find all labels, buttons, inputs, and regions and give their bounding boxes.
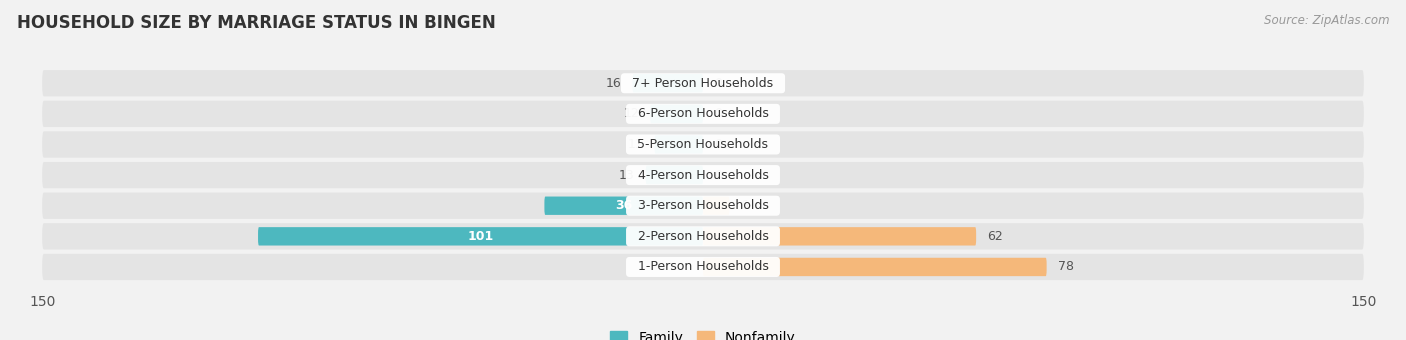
Text: 101: 101 bbox=[467, 230, 494, 243]
Text: 36: 36 bbox=[614, 199, 633, 212]
Text: 3-Person Households: 3-Person Households bbox=[630, 199, 776, 212]
Text: 1-Person Households: 1-Person Households bbox=[630, 260, 776, 273]
Text: 0: 0 bbox=[714, 169, 723, 182]
Text: 16: 16 bbox=[606, 77, 621, 90]
FancyBboxPatch shape bbox=[650, 105, 703, 123]
Text: 11: 11 bbox=[627, 138, 644, 151]
Text: 62: 62 bbox=[987, 230, 1002, 243]
FancyBboxPatch shape bbox=[42, 223, 1364, 250]
FancyBboxPatch shape bbox=[42, 70, 1364, 97]
Text: 78: 78 bbox=[1057, 260, 1074, 273]
Text: 0: 0 bbox=[714, 138, 723, 151]
Text: 0: 0 bbox=[714, 77, 723, 90]
Text: 5-Person Households: 5-Person Households bbox=[630, 138, 776, 151]
Text: 7+ Person Households: 7+ Person Households bbox=[624, 77, 782, 90]
FancyBboxPatch shape bbox=[42, 162, 1364, 188]
Text: 0: 0 bbox=[714, 107, 723, 120]
Text: 2-Person Households: 2-Person Households bbox=[630, 230, 776, 243]
FancyBboxPatch shape bbox=[655, 135, 703, 154]
FancyBboxPatch shape bbox=[42, 131, 1364, 158]
FancyBboxPatch shape bbox=[703, 227, 976, 245]
FancyBboxPatch shape bbox=[259, 227, 703, 245]
Text: HOUSEHOLD SIZE BY MARRIAGE STATUS IN BINGEN: HOUSEHOLD SIZE BY MARRIAGE STATUS IN BIN… bbox=[17, 14, 496, 32]
Text: 6: 6 bbox=[741, 199, 748, 212]
FancyBboxPatch shape bbox=[703, 197, 730, 215]
FancyBboxPatch shape bbox=[544, 197, 703, 215]
Text: 6-Person Households: 6-Person Households bbox=[630, 107, 776, 120]
Text: Source: ZipAtlas.com: Source: ZipAtlas.com bbox=[1264, 14, 1389, 27]
FancyBboxPatch shape bbox=[645, 166, 703, 184]
FancyBboxPatch shape bbox=[42, 254, 1364, 280]
FancyBboxPatch shape bbox=[633, 74, 703, 92]
Text: 12: 12 bbox=[623, 107, 640, 120]
Legend: Family, Nonfamily: Family, Nonfamily bbox=[605, 325, 801, 340]
FancyBboxPatch shape bbox=[42, 101, 1364, 127]
FancyBboxPatch shape bbox=[42, 192, 1364, 219]
Text: 13: 13 bbox=[619, 169, 634, 182]
Text: 4-Person Households: 4-Person Households bbox=[630, 169, 776, 182]
FancyBboxPatch shape bbox=[703, 258, 1046, 276]
